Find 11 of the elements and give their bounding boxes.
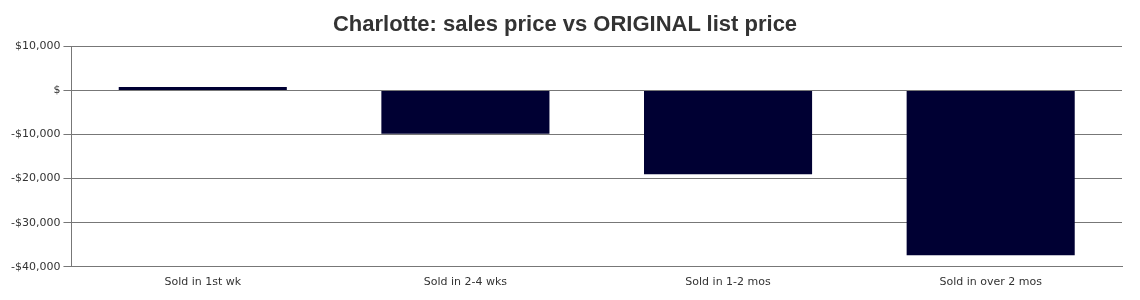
y-tick-label: -$40,000: [10, 259, 61, 273]
x-tick-label: Sold in 2-4 wks: [423, 275, 508, 289]
y-tick-label: $: [53, 83, 61, 97]
x-tick-label: Sold in over 2 mos: [939, 275, 1043, 289]
y-tick-label: -$10,000: [10, 127, 61, 141]
y-tick-label: -$20,000: [10, 171, 61, 185]
y-tick-label: -$30,000: [10, 215, 61, 229]
chart-title: Charlotte: sales price vs ORIGINAL list price: [332, 11, 798, 37]
x-tick-label: Sold in 1-2 mos: [685, 275, 772, 289]
x-tick-label: Sold in 1st wk: [164, 275, 242, 289]
y-tick-label: $10,000: [14, 39, 61, 53]
